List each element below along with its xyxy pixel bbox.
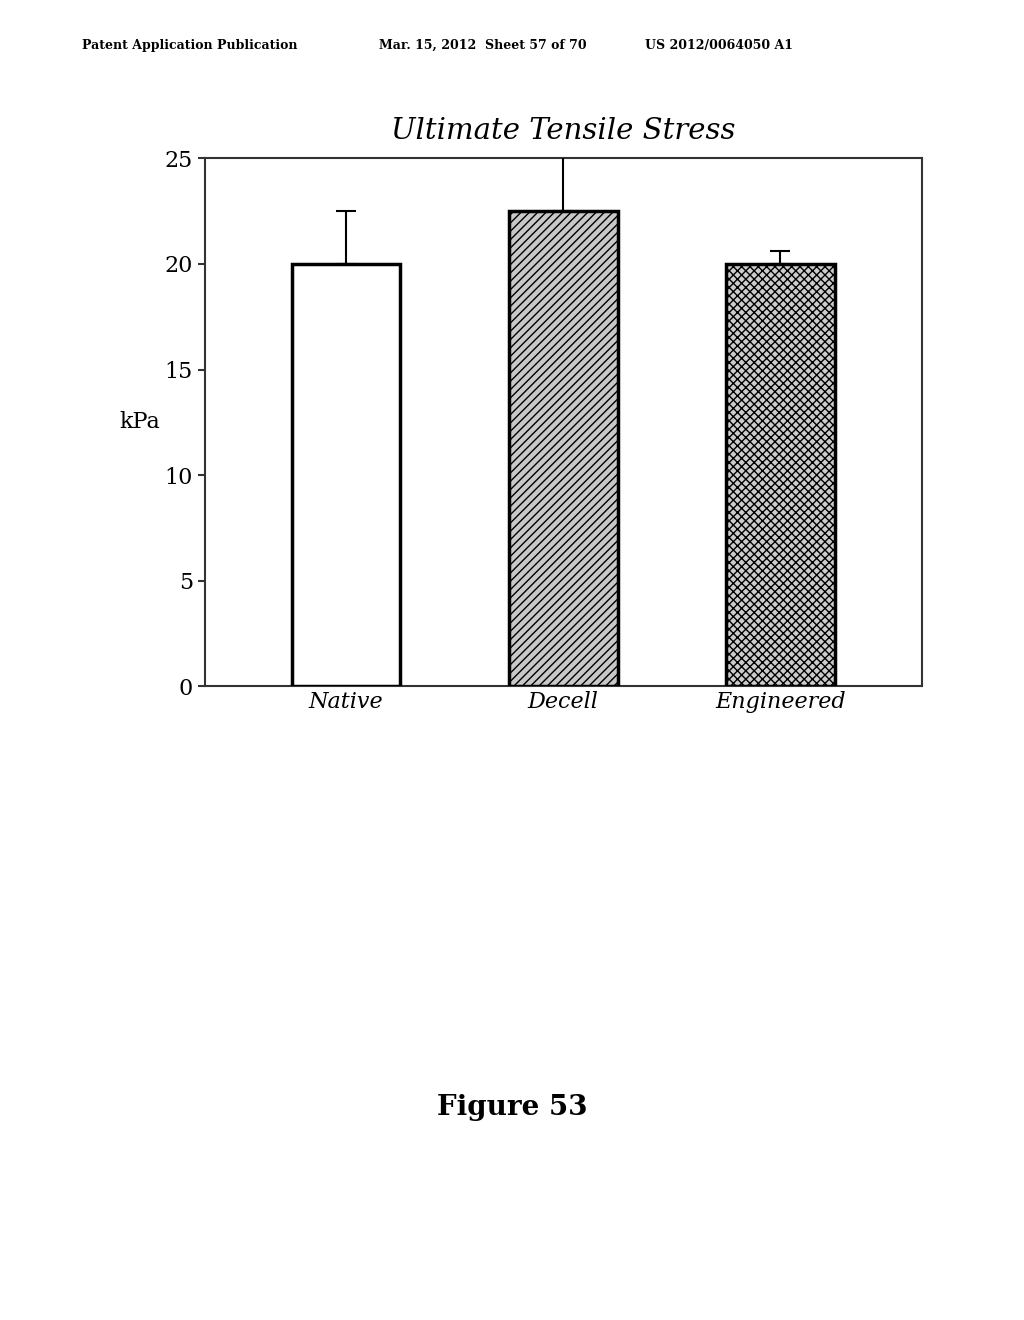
Bar: [292, 264, 400, 686]
Text: Figure 53: Figure 53: [437, 1094, 587, 1122]
Title: Ultimate Tensile Stress: Ultimate Tensile Stress: [391, 117, 735, 145]
Text: Patent Application Publication: Patent Application Publication: [82, 38, 297, 51]
Bar: [726, 264, 835, 686]
Text: Mar. 15, 2012  Sheet 57 of 70: Mar. 15, 2012 Sheet 57 of 70: [379, 38, 587, 51]
Y-axis label: kPa: kPa: [119, 412, 160, 433]
Text: US 2012/0064050 A1: US 2012/0064050 A1: [645, 38, 794, 51]
Bar: [509, 211, 617, 686]
